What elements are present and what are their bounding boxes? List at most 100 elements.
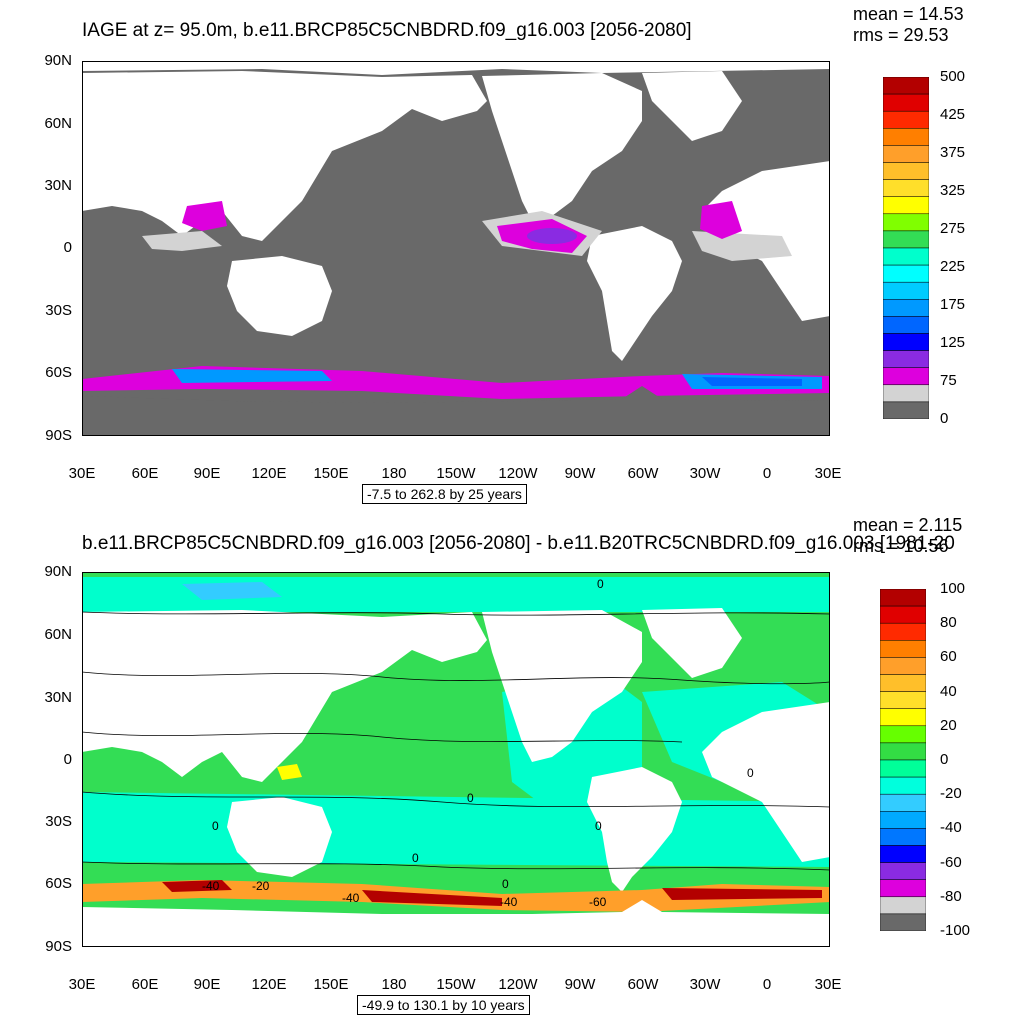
panel1-xtick-60e: 60E [131, 465, 159, 482]
panel1-south-america [587, 226, 682, 361]
contour-label: 0 [747, 766, 754, 780]
panel2-africa [702, 702, 830, 862]
panel1-xtick-30w: 30W [689, 465, 721, 482]
colorbar-swatch [883, 162, 929, 180]
panel1-shelf-atlantic [692, 231, 792, 261]
panel2-xtick-30w: 30W [689, 976, 721, 993]
colorbar-swatch [880, 622, 926, 641]
panel2-southern-band-red [162, 880, 822, 906]
colorbar-label: 100 [940, 580, 966, 597]
colorbar-label: 375 [940, 144, 966, 161]
panel2-antarctic-land [82, 900, 830, 947]
panel2-xtick-90e: 90E [193, 976, 221, 993]
panel1-shelf-indian [142, 231, 222, 251]
panel2-xtick-30e: 30E [68, 976, 96, 993]
colorbar-swatch [883, 213, 929, 232]
colorbar-label: 225 [940, 258, 966, 275]
panel2-xtick-30e-end: 30E [814, 976, 842, 993]
panel1-southern-blue3 [702, 377, 802, 386]
panel2-blue-arctic-spot [182, 582, 282, 600]
panel2-xtick-120e: 120E [251, 976, 287, 993]
panel1-ytick-90n: 90N [44, 52, 72, 69]
panel1-range-box: -7.5 to 262.8 by 25 years [362, 484, 527, 504]
panel2-south-america [587, 767, 682, 892]
panel2-cyan-arctic [82, 577, 830, 612]
colorbar-swatch [880, 640, 926, 658]
colorbar-swatch [883, 350, 929, 368]
colorbar-swatch [883, 367, 929, 386]
colorbar-swatch [883, 145, 929, 163]
colorbar-swatch [880, 708, 926, 727]
colorbar-swatch [883, 77, 929, 95]
colorbar-swatch [883, 401, 929, 419]
panel2-xtick-60e: 60E [131, 976, 159, 993]
panel2-xtick-0: 0 [762, 976, 772, 993]
panel1-xtick-30e: 30E [68, 465, 96, 482]
panel2-xtick-60w: 60W [627, 976, 659, 993]
colorbar-label: 500 [940, 68, 966, 85]
panel1-ytick-0: 0 [63, 239, 72, 256]
colorbar-swatch [880, 691, 926, 709]
contour-label: 0 [595, 819, 602, 833]
panel1-xtick-30e-end: 30E [814, 465, 842, 482]
panel2-eurasia [82, 610, 487, 782]
panel1-antarctic-land [82, 386, 830, 436]
panel2-rms: rms = 10.56 [853, 536, 949, 556]
panel1-xtick-60w: 60W [627, 465, 659, 482]
panel1-ytick-60n: 60N [44, 115, 72, 132]
panel1-xtick-150e: 150E [313, 465, 349, 482]
colorbar-swatch [883, 110, 929, 129]
colorbar-label: 425 [940, 106, 966, 123]
panel2-ytick-30s: 30S [45, 813, 72, 830]
colorbar-label: 275 [940, 220, 966, 237]
panel1-ytick-60s: 60S [45, 364, 72, 381]
colorbar-swatch [880, 742, 926, 761]
colorbar-label: 0 [940, 751, 949, 768]
panel2-ytick-90s: 90S [45, 938, 72, 955]
contour-label: -40 [202, 879, 220, 893]
panel1-xtick-0: 0 [762, 465, 772, 482]
panel1-greenland [642, 71, 742, 141]
panel1-young-indian [182, 201, 227, 231]
panel2-yellow-spot [277, 764, 302, 780]
colorbar-swatch [883, 128, 929, 146]
panel1-xtick-150w: 150W [436, 465, 476, 482]
colorbar-label: 80 [940, 614, 957, 632]
colorbar-swatch [880, 605, 926, 624]
panel1-colorbar [883, 77, 929, 419]
colorbar-label: -80 [940, 887, 962, 905]
colorbar-swatch [883, 333, 929, 351]
colorbar-swatch [880, 657, 926, 675]
panel1-xtick-120e: 120E [251, 465, 287, 482]
panel1-eurasia [82, 71, 487, 241]
panel2-north-america [482, 610, 642, 762]
contour-label: 0 [597, 577, 604, 591]
contour-label: -40 [342, 891, 360, 905]
panel2-ytick-60n: 60N [44, 626, 72, 643]
panel2-map: 0 0 0 0 0 0 -40 -20 -40 0 -40 -60 [82, 572, 830, 947]
colorbar-swatch [880, 913, 926, 931]
contour-label: -20 [252, 879, 270, 893]
panel2-australia [227, 797, 332, 877]
panel2-ytick-60s: 60S [45, 875, 72, 892]
colorbar-swatch [883, 316, 929, 334]
colorbar-swatch [883, 384, 929, 403]
panel1-frame [82, 61, 830, 436]
colorbar-swatch [883, 247, 929, 266]
panel2-xtick-120w: 120W [498, 976, 538, 993]
panel1-young-pacific-core [527, 228, 577, 244]
panel2-ytick-90n: 90N [44, 563, 72, 580]
panel1-title: IAGE at z= 95.0m, b.e11.BRCP85C5CNBDRD.f… [82, 20, 692, 41]
colorbar-swatch [880, 776, 926, 795]
colorbar-label: 75 [940, 372, 957, 389]
panel1-xtick-180: 180 [381, 465, 407, 482]
panel1-rms: rms = 29.53 [853, 25, 949, 45]
panel1-young-atlantic [700, 201, 742, 239]
panel1-xtick-90w: 90W [564, 465, 596, 482]
panel1-map [82, 61, 830, 436]
panel2-ytick-30n: 30N [44, 689, 72, 706]
contour-label: 0 [502, 877, 509, 891]
contour-label: 0 [467, 791, 474, 805]
panel1-arctic-land [82, 61, 830, 75]
colorbar-label: 125 [940, 334, 966, 351]
